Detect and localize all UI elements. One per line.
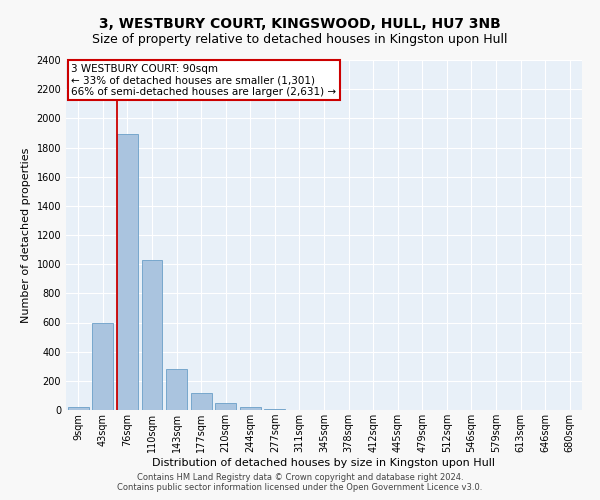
Bar — [215, 404, 236, 410]
X-axis label: Distribution of detached houses by size in Kingston upon Hull: Distribution of detached houses by size … — [152, 458, 496, 468]
Bar — [240, 407, 261, 410]
Bar — [68, 407, 89, 410]
Text: Contains HM Land Registry data © Crown copyright and database right 2024.
Contai: Contains HM Land Registry data © Crown c… — [118, 473, 482, 492]
Bar — [117, 134, 138, 410]
Bar — [92, 322, 113, 410]
Text: 3, WESTBURY COURT, KINGSWOOD, HULL, HU7 3NB: 3, WESTBURY COURT, KINGSWOOD, HULL, HU7 … — [99, 18, 501, 32]
Bar — [142, 260, 163, 410]
Bar — [265, 409, 286, 410]
Bar — [191, 392, 212, 410]
Y-axis label: Number of detached properties: Number of detached properties — [21, 148, 31, 322]
Text: 3 WESTBURY COURT: 90sqm
← 33% of detached houses are smaller (1,301)
66% of semi: 3 WESTBURY COURT: 90sqm ← 33% of detache… — [71, 64, 336, 96]
Bar — [166, 369, 187, 410]
Text: Size of property relative to detached houses in Kingston upon Hull: Size of property relative to detached ho… — [92, 32, 508, 46]
